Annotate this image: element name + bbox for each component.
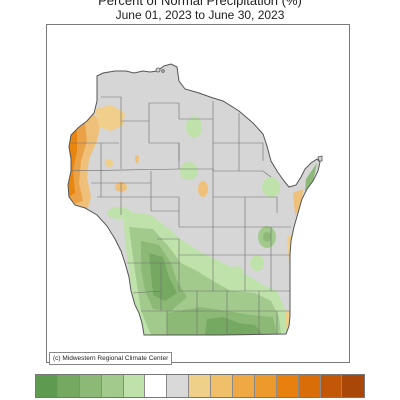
wet-spot-south (231, 266, 243, 276)
legend-swatch (123, 375, 146, 397)
wet-spot-southeast (250, 255, 264, 271)
wet-spot-north (186, 116, 202, 138)
legend-swatch (145, 375, 168, 397)
legend-swatch (320, 375, 343, 397)
wet-area-south-core (205, 317, 263, 335)
county-lines (68, 96, 291, 335)
legend-swatch (211, 375, 234, 397)
legend-swatch (189, 375, 212, 397)
dry-area-north (95, 105, 125, 131)
dry-spot-central (198, 181, 208, 197)
credit-label: (c) Midwestern Regional Climate Center (49, 352, 173, 365)
legend-swatch (298, 375, 321, 397)
legend-swatch (79, 375, 102, 397)
color-legend (35, 374, 366, 398)
wisconsin-map (67, 63, 323, 336)
wet-area-door-peninsula (305, 163, 317, 193)
map-frame: (c) Midwestern Regional Climate Center (46, 24, 350, 365)
legend-swatch (57, 375, 80, 397)
legend-swatch (276, 375, 299, 397)
wet-spot-east-core (263, 232, 271, 242)
state-outline (67, 63, 321, 336)
precip-shading (68, 105, 317, 335)
wet-area-southwest-deep (149, 253, 177, 301)
legend-swatch (167, 375, 190, 397)
legend-swatch (36, 375, 58, 397)
dry-spot-west (105, 159, 113, 167)
legend-swatch (101, 375, 124, 397)
dry-spot-north-central (135, 155, 139, 163)
island-apostle-2 (161, 69, 165, 73)
wet-spot-northeast (262, 177, 280, 197)
wet-spot-north-central (180, 162, 198, 180)
map-title: Percent of Normal Precipitation (%) (98, 0, 302, 8)
legend-swatch (233, 375, 255, 397)
island-washington (317, 155, 323, 162)
legend-swatch (342, 375, 365, 397)
island-apostle-1 (155, 67, 161, 73)
legend-swatch (254, 375, 277, 397)
map-subtitle: June 01, 2023 to June 30, 2023 (115, 8, 285, 22)
